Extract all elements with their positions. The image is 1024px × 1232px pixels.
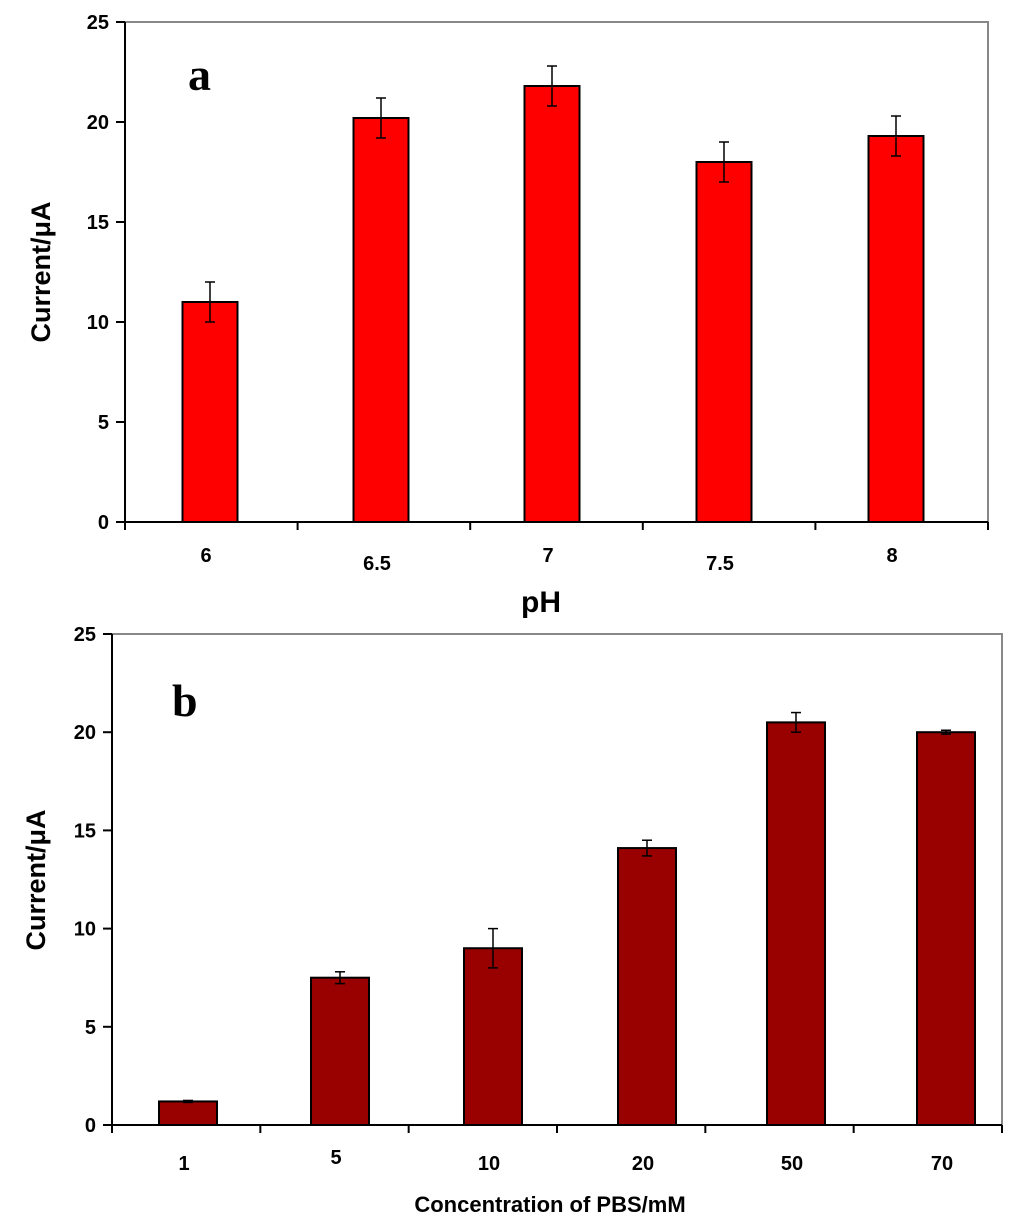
chart-a-xtick-label: 7.5 xyxy=(706,553,734,575)
chart-b-panel-label: b xyxy=(172,675,198,726)
chart-b-bar xyxy=(310,976,370,1127)
chart-a-xtick-label: 6.5 xyxy=(363,553,391,575)
chart-a-ytick-label: 5 xyxy=(98,412,109,434)
chart-b-error-bar xyxy=(642,839,652,857)
chart-a: 0 5 10 15 20 25 6 6.5 7 7.5 8 a Current/μA pH xyxy=(26,12,989,619)
chart-b-error-bar xyxy=(183,1099,193,1104)
chart-b-error-bar xyxy=(791,711,801,733)
chart-b-xtick-label: 70 xyxy=(931,1153,953,1175)
chart-a-y-label: Current/μA xyxy=(26,201,56,342)
chart-b-xtick-label: 50 xyxy=(781,1153,803,1175)
chart-a-y-ticks: 0 5 10 15 20 25 xyxy=(87,12,125,534)
chart-a-bar xyxy=(352,117,410,523)
chart-b-xtick-label: 5 xyxy=(330,1147,341,1169)
chart-a-error-bar xyxy=(205,281,215,323)
chart-b-bar xyxy=(766,721,826,1126)
chart-a-x-ticks: 6 6.5 7 7.5 8 xyxy=(124,522,989,575)
chart-b-bar xyxy=(916,731,976,1126)
chart-a-ytick-label: 20 xyxy=(87,112,109,134)
chart-b-ytick-label: 0 xyxy=(85,1115,96,1137)
chart-b-bar xyxy=(463,947,523,1126)
chart-b-error-bar xyxy=(335,971,345,985)
chart-a-xtick-label: 7 xyxy=(542,545,553,567)
chart-a-bar xyxy=(867,135,925,523)
chart-a-ytick-label: 10 xyxy=(87,312,109,334)
chart-a-error-bar xyxy=(376,97,386,139)
chart-b-ytick-label: 20 xyxy=(74,722,96,744)
chart-b-error-bar xyxy=(941,729,951,735)
chart-a-bar xyxy=(523,85,581,523)
chart-b-y-label: Current/μA xyxy=(21,809,51,950)
chart-b-bars xyxy=(158,711,976,1127)
chart-b-x-ticks: 1 5 10 20 50 70 xyxy=(111,1125,1003,1175)
chart-a-xtick-label: 6 xyxy=(200,545,211,567)
chart-b-ytick-label: 10 xyxy=(74,919,96,941)
chart-a-ytick-label: 25 xyxy=(87,12,109,34)
chart-a-xtick-label: 8 xyxy=(886,545,897,567)
chart-a-panel-label: a xyxy=(188,49,211,100)
chart-a-bars xyxy=(181,65,925,523)
chart-b-ytick-label: 15 xyxy=(74,820,96,842)
chart-a-bar xyxy=(181,301,239,523)
chart-a-x-label: pH xyxy=(521,586,561,619)
chart-b-x-label: Concentration of PBS/mM xyxy=(414,1192,685,1217)
chart-b-bar xyxy=(617,847,677,1126)
chart-b-y-ticks: 0 5 10 15 20 25 xyxy=(74,624,112,1137)
chart-b-xtick-label: 20 xyxy=(632,1153,654,1175)
chart-b-bar xyxy=(158,1100,218,1127)
chart-b-error-bar xyxy=(488,927,498,969)
chart-b-xtick-label: 1 xyxy=(178,1153,189,1175)
chart-a-error-bar xyxy=(719,141,729,183)
chart-a-ytick-label: 15 xyxy=(87,212,109,234)
chart-b-ytick-label: 25 xyxy=(74,624,96,646)
chart-b-xtick-label: 10 xyxy=(478,1153,500,1175)
chart-a-ytick-label: 0 xyxy=(98,512,109,534)
chart-b-plot-frame xyxy=(111,633,1003,1126)
chart-a-error-bar xyxy=(891,115,901,157)
chart-b-ytick-label: 5 xyxy=(85,1017,96,1039)
chart-a-bar xyxy=(695,161,753,523)
chart-a-error-bar xyxy=(547,65,557,107)
